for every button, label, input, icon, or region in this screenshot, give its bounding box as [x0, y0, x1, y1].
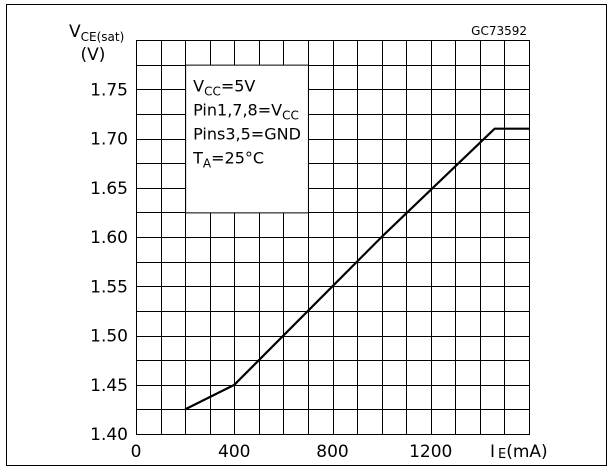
y-tick-label: 1.55	[90, 277, 128, 297]
condition-line: TA=25°C	[192, 149, 264, 171]
x-tick-label: 1200	[409, 442, 452, 462]
condition-text: =25°C	[211, 149, 264, 168]
condition-text: =5V	[221, 77, 256, 96]
y-tick-label: 1.70	[90, 130, 128, 150]
y-tick-label: 1.50	[90, 327, 128, 347]
condition-line: Pins3,5=GND	[193, 125, 301, 144]
condition-text: V	[193, 77, 204, 96]
x-axis-unit: (mA)	[506, 442, 547, 462]
x-tick-label: 400	[218, 442, 250, 462]
x-axis-title: I E(mA)	[490, 442, 548, 462]
figure-id: GC73592	[471, 24, 527, 38]
condition-line: VCC=5V	[193, 77, 255, 99]
y-tick-label: 1.60	[90, 228, 128, 248]
x-axis-label: I E(mA)	[490, 442, 548, 462]
condition-text: T	[192, 149, 203, 168]
y-tick-labels: 1.40 1.45 1.50 1.55 1.60 1.65 1.70 1.75	[90, 80, 128, 445]
condition-text: Pin1,7,8=V	[193, 101, 282, 120]
x-tick-label: 0	[131, 442, 142, 462]
series-layer	[184, 127, 529, 411]
y-axis-symbol: V	[69, 22, 81, 42]
y-axis-subscript: CE(sat)	[81, 30, 125, 44]
x-axis-symbol: I	[490, 442, 495, 462]
condition-subscript: CC	[204, 85, 221, 99]
y-axis-unit: (V)	[81, 45, 106, 65]
series-line	[184, 127, 529, 411]
x-tick-label: 800	[316, 442, 348, 462]
figure-border	[6, 4, 607, 466]
conditions-panel	[185, 64, 309, 214]
condition-line: Pin1,7,8=VCC	[193, 101, 299, 123]
x-tick-labels: 0 400 800 1200	[131, 442, 453, 462]
y-tick-label: 1.45	[90, 376, 128, 396]
x-axis-subscript: E	[498, 447, 506, 462]
y-tick-label: 1.75	[90, 80, 128, 100]
y-axis-label: VCE(sat)	[69, 22, 124, 44]
y-tick-label: 1.65	[90, 179, 128, 199]
y-tick-label: 1.40	[90, 425, 128, 445]
plot-frame	[136, 40, 530, 435]
condition-subscript: A	[203, 157, 212, 171]
y-axis-title: VCE(sat)(V)	[69, 22, 124, 65]
condition-subscript: CC	[282, 109, 299, 123]
condition-text: Pins3,5=GND	[193, 125, 301, 144]
